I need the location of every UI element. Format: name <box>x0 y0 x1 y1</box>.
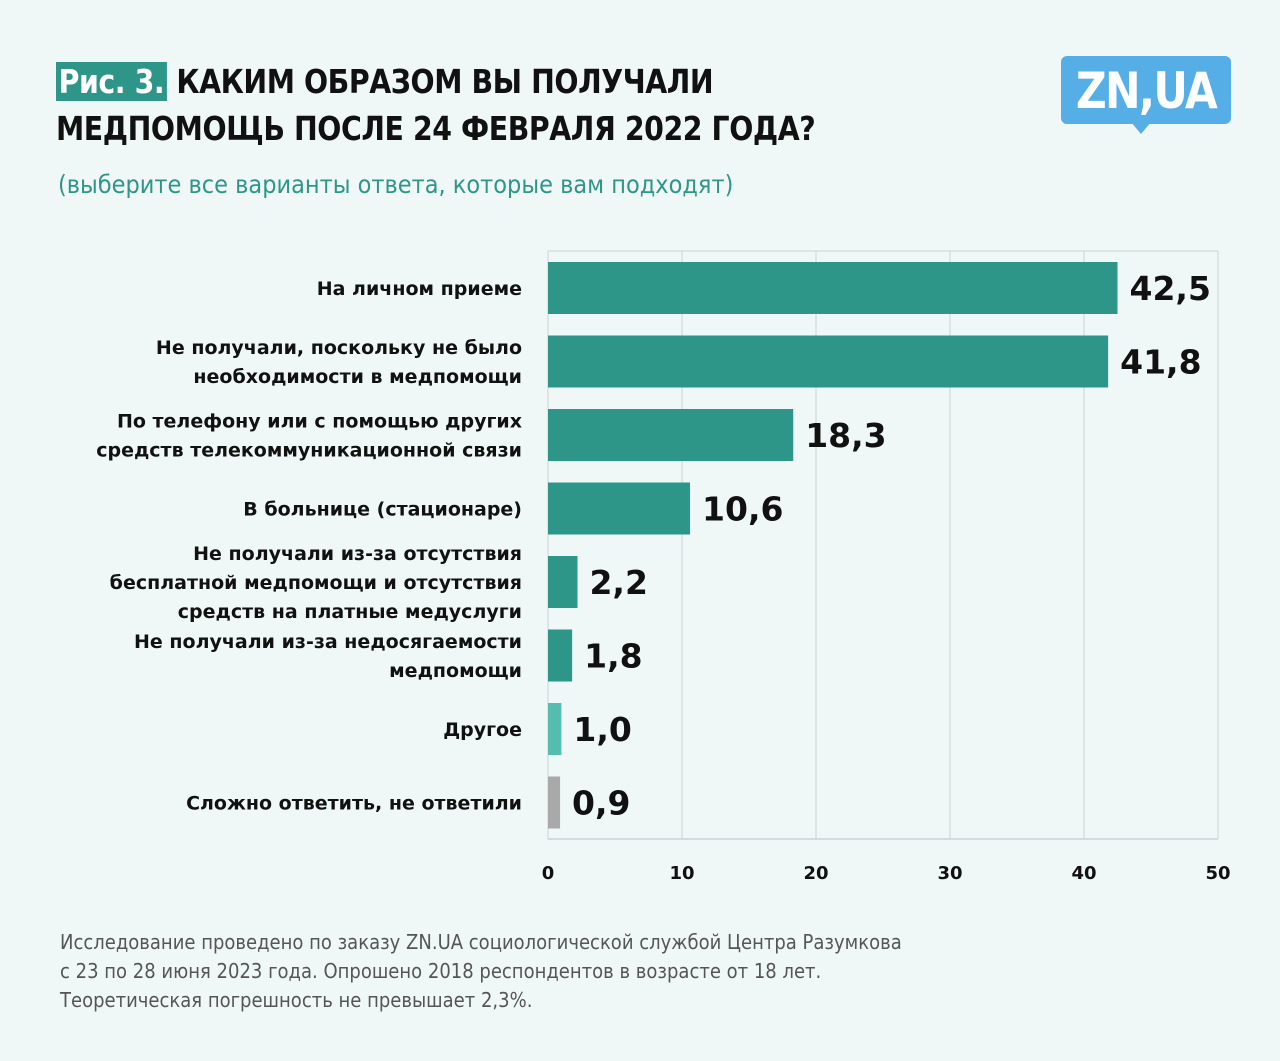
zn-ua-logo: ZN,UA <box>1061 56 1231 124</box>
chart-subtitle: (выберите все варианты ответа, которые в… <box>58 170 734 199</box>
value-label: 0,9 <box>572 784 630 823</box>
bar <box>548 629 573 682</box>
logo-speech-tail <box>1131 122 1151 134</box>
x-tick-label: 50 <box>1205 863 1230 884</box>
category-label: По телефону или с помощью других <box>117 411 522 433</box>
footnote-line-1: Исследование проведено по заказу ZN.UA с… <box>60 930 902 954</box>
x-tick-label: 10 <box>669 863 694 884</box>
category-label: средств на платные медуслуги <box>178 601 522 623</box>
x-tick-label: 30 <box>937 863 962 884</box>
category-label: В больнице (стационаре) <box>243 499 522 521</box>
bar <box>548 556 578 608</box>
value-label: 42,5 <box>1130 269 1211 308</box>
x-tick-label: 40 <box>1071 863 1096 884</box>
bar <box>548 482 691 535</box>
footnote-line-3: Теоретическая погрешность не превышает 2… <box>60 988 533 1012</box>
figure-label: Рис. 3. <box>56 62 167 101</box>
category-label: Не получали из-за недосягаемости <box>134 631 522 653</box>
x-tick-label: 0 <box>542 863 555 884</box>
title-line-2: МЕДПОМОЩЬ ПОСЛЕ 24 ФЕВРАЛЯ 2022 ГОДА? <box>56 109 816 148</box>
value-label: 1,0 <box>573 710 631 749</box>
x-tick-label: 20 <box>803 863 828 884</box>
title-line-1: КАКИМ ОБРАЗОМ ВЫ ПОЛУЧАЛИ <box>176 62 714 101</box>
bar <box>548 262 1118 314</box>
value-label: 1,8 <box>584 637 642 676</box>
category-label: Не получали, поскольку не было <box>156 337 522 359</box>
footnote-line-2: с 23 по 28 июня 2023 года. Опрошено 2018… <box>60 959 822 983</box>
category-label: бесплатной медпомощи и отсутствия <box>110 572 522 594</box>
footnote: Исследование проведено по заказу ZN.UA с… <box>60 928 1095 1015</box>
category-label: Сложно ответить, не ответили <box>186 793 522 815</box>
category-label: Не получали из-за отсутствия <box>193 543 522 565</box>
logo-text: ZN,UA <box>1075 62 1218 120</box>
bar <box>548 703 562 755</box>
bar <box>548 776 561 829</box>
value-label: 10,6 <box>702 490 783 529</box>
category-label: средств телекоммуникационной связи <box>96 440 522 462</box>
value-label: 18,3 <box>805 416 886 455</box>
category-label: необходимости в медпомощи <box>193 366 522 388</box>
bar-chart: 0 10 20 30 40 50 42,5 На личном приеме 41,8 Не по… <box>96 250 1231 884</box>
category-label: На личном приеме <box>317 278 522 300</box>
bar <box>548 335 1109 388</box>
value-label: 41,8 <box>1120 343 1201 382</box>
category-label: Другое <box>443 719 522 741</box>
value-label: 2,2 <box>589 563 647 602</box>
category-label: медпомощи <box>389 660 522 682</box>
chart-title: Рис. 3. КАКИМ ОБРАЗОМ ВЫ ПОЛУЧАЛИ МЕДПОМ… <box>56 58 959 152</box>
bar <box>548 409 794 461</box>
